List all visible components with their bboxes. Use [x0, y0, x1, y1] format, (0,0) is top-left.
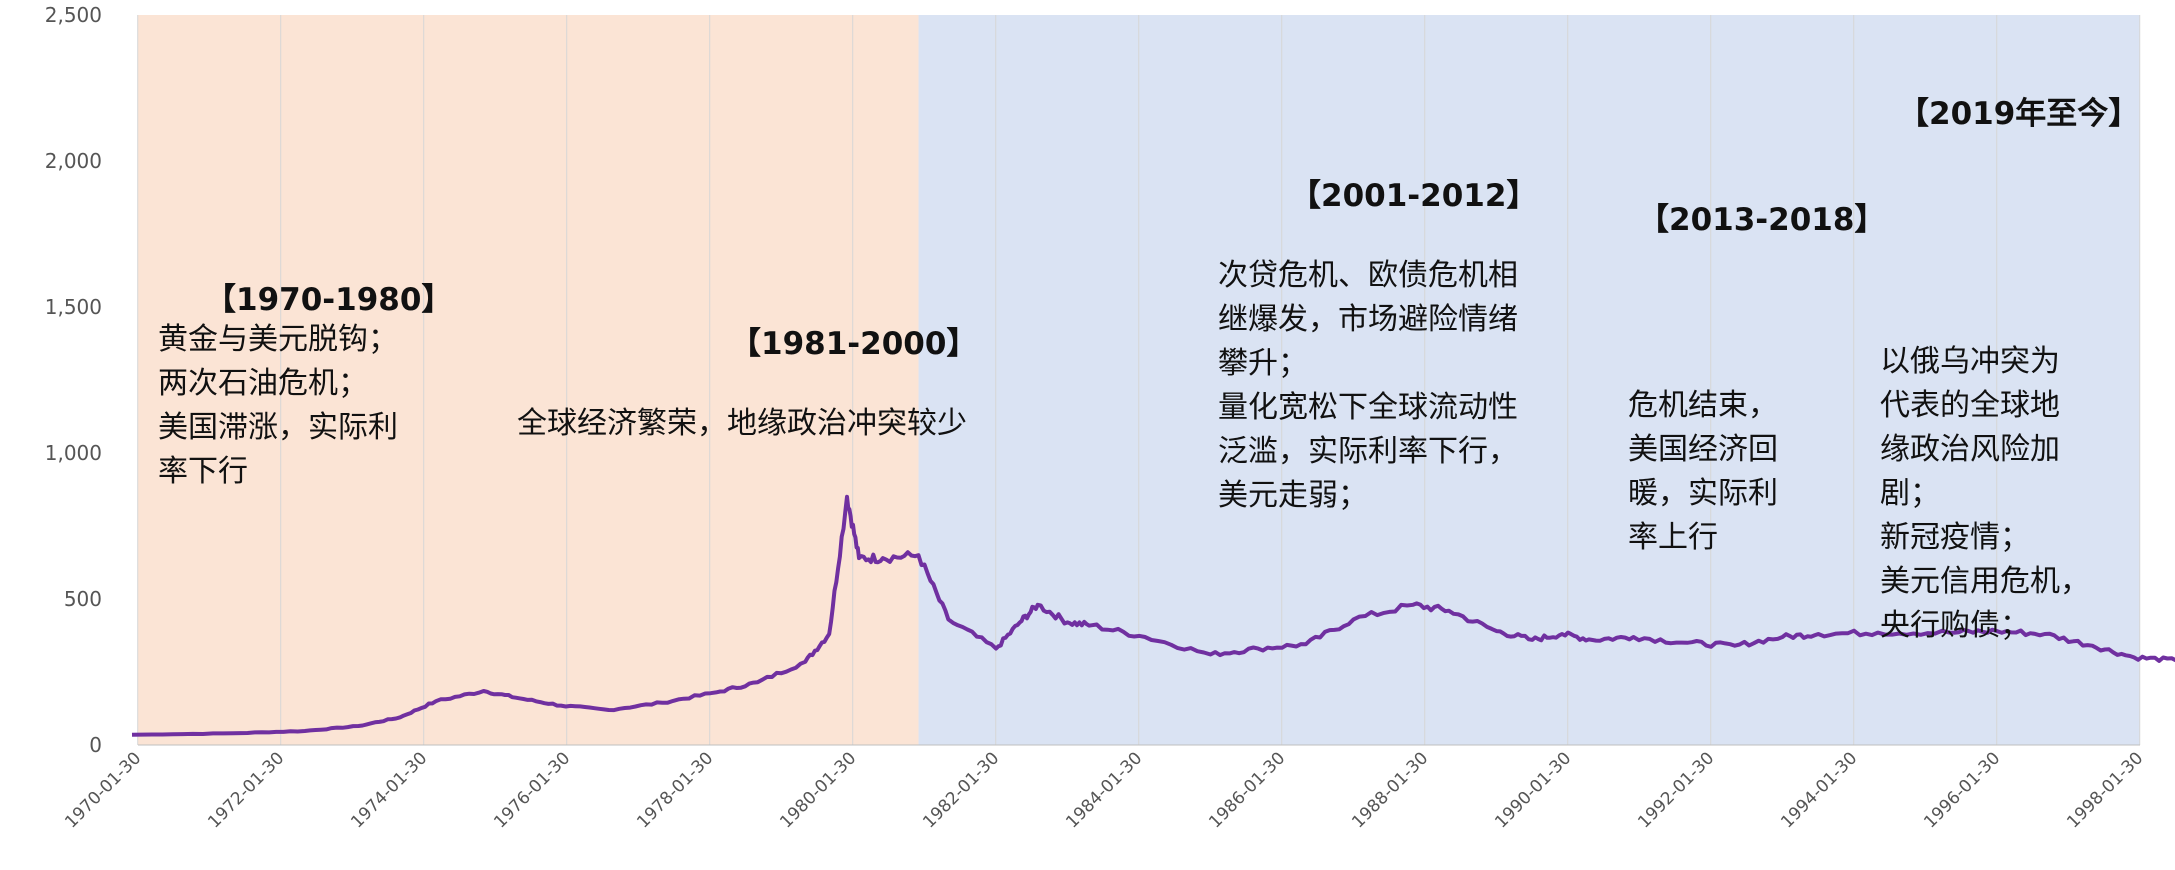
- annotation-2013-2018: 危机结束， 美国经济回 暖，实际利 率上行: [1628, 388, 1778, 555]
- period-heading-2013-2018: 【2013-2018】: [1638, 202, 1886, 238]
- series-line: [131, 494, 2175, 737]
- x-tick-label: 1998-01-30: [2063, 748, 2147, 832]
- y-tick-label: 1,000: [45, 441, 102, 465]
- vertical-gridlines: [137, 15, 2141, 745]
- x-tick-label: 1996-01-30: [1920, 748, 2004, 832]
- annotation-1981-2000: 全球经济繁荣，地缘政治冲突较少: [517, 406, 967, 441]
- annotation-2019-now: 以俄乌冲突为 代表的全球地 缘政治风险加 剧； 新冠疫情； 美元信用危机， 央行…: [1880, 344, 2090, 643]
- x-tick-label: 1994-01-30: [1777, 748, 1861, 832]
- x-tick-label: 1980-01-30: [776, 748, 860, 832]
- period-band: [918, 15, 2140, 745]
- x-tick-label: 1988-01-30: [1348, 748, 1432, 832]
- x-tick-label: 1982-01-30: [919, 748, 1003, 832]
- period-bands: [138, 15, 2140, 745]
- x-tick-label: 1990-01-30: [1491, 748, 1575, 832]
- x-tick-label: 1992-01-30: [1634, 748, 1718, 832]
- x-tick-label: 1976-01-30: [490, 748, 574, 832]
- period-heading-1970-1980: 【1970-1980】: [205, 282, 453, 318]
- x-tick-label: 1974-01-30: [347, 748, 431, 832]
- price-line-series: [131, 494, 2175, 737]
- annotation-2001-2012: 次贷危机、欧债危机相 继爆发，市场避险情绪 攀升； 量化宽松下全球流动性 泛滥，…: [1218, 258, 1518, 513]
- x-tick-label: 1972-01-30: [204, 748, 288, 832]
- y-tick-label: 500: [64, 587, 102, 611]
- y-tick-label: 2,000: [45, 149, 102, 173]
- x-axis-ticks: 1970-01-30 1972-01-30 1974-01-30 1976-01-30…: [61, 744, 2147, 832]
- period-band: [138, 15, 919, 745]
- x-tick-label: 1986-01-30: [1205, 748, 1289, 832]
- x-tick-label: 1984-01-30: [1062, 748, 1146, 832]
- period-heading-2019-now: 【2019年至今】: [1898, 96, 2140, 132]
- y-tick-label: 0: [89, 733, 102, 757]
- y-tick-label: 1,500: [45, 295, 102, 319]
- x-tick-label: 1978-01-30: [633, 748, 717, 832]
- period-heading-1981-2000: 【1981-2000】: [730, 326, 978, 362]
- y-tick-label: 2,500: [45, 3, 102, 27]
- x-tick-label: 1970-01-30: [61, 748, 145, 832]
- annotation-1970-1980: 黄金与美元脱钩； 两次石油危机； 美国滞涨，实际利 率下行: [158, 322, 398, 489]
- y-axis-ticks: 0 500 1,000 1,500 2,000 2,500: [45, 3, 102, 757]
- period-heading-2001-2012: 【2001-2012】: [1290, 178, 1538, 214]
